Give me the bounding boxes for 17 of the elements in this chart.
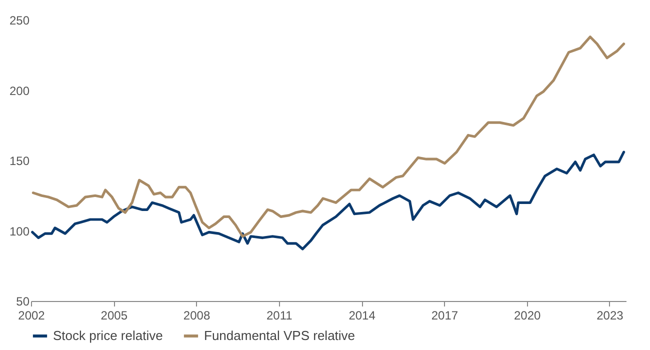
y-tick-label: 50 (16, 294, 30, 308)
x-tick-label: 2017 (431, 308, 458, 322)
x-tick-label: 2005 (100, 308, 128, 322)
y-tick-label: 100 (9, 224, 30, 238)
line-series (32, 36, 626, 238)
x-tick-label: 2011 (266, 308, 293, 322)
y-tick-label: 200 (9, 84, 30, 98)
legend-label: Stock price relative (53, 328, 163, 343)
y-tick-label: 250 (9, 14, 30, 28)
x-tick-label: 2008 (183, 308, 210, 322)
line-series (31, 150, 626, 250)
x-tick-label: 2020 (514, 308, 542, 322)
legend-label: Fundamental VPS relative (204, 328, 356, 343)
y-tick-label: 150 (9, 154, 30, 168)
x-tick-label: 2023 (596, 308, 624, 322)
x-tick-label: 2002 (18, 308, 46, 322)
x-tick-label: 2014 (348, 308, 376, 322)
